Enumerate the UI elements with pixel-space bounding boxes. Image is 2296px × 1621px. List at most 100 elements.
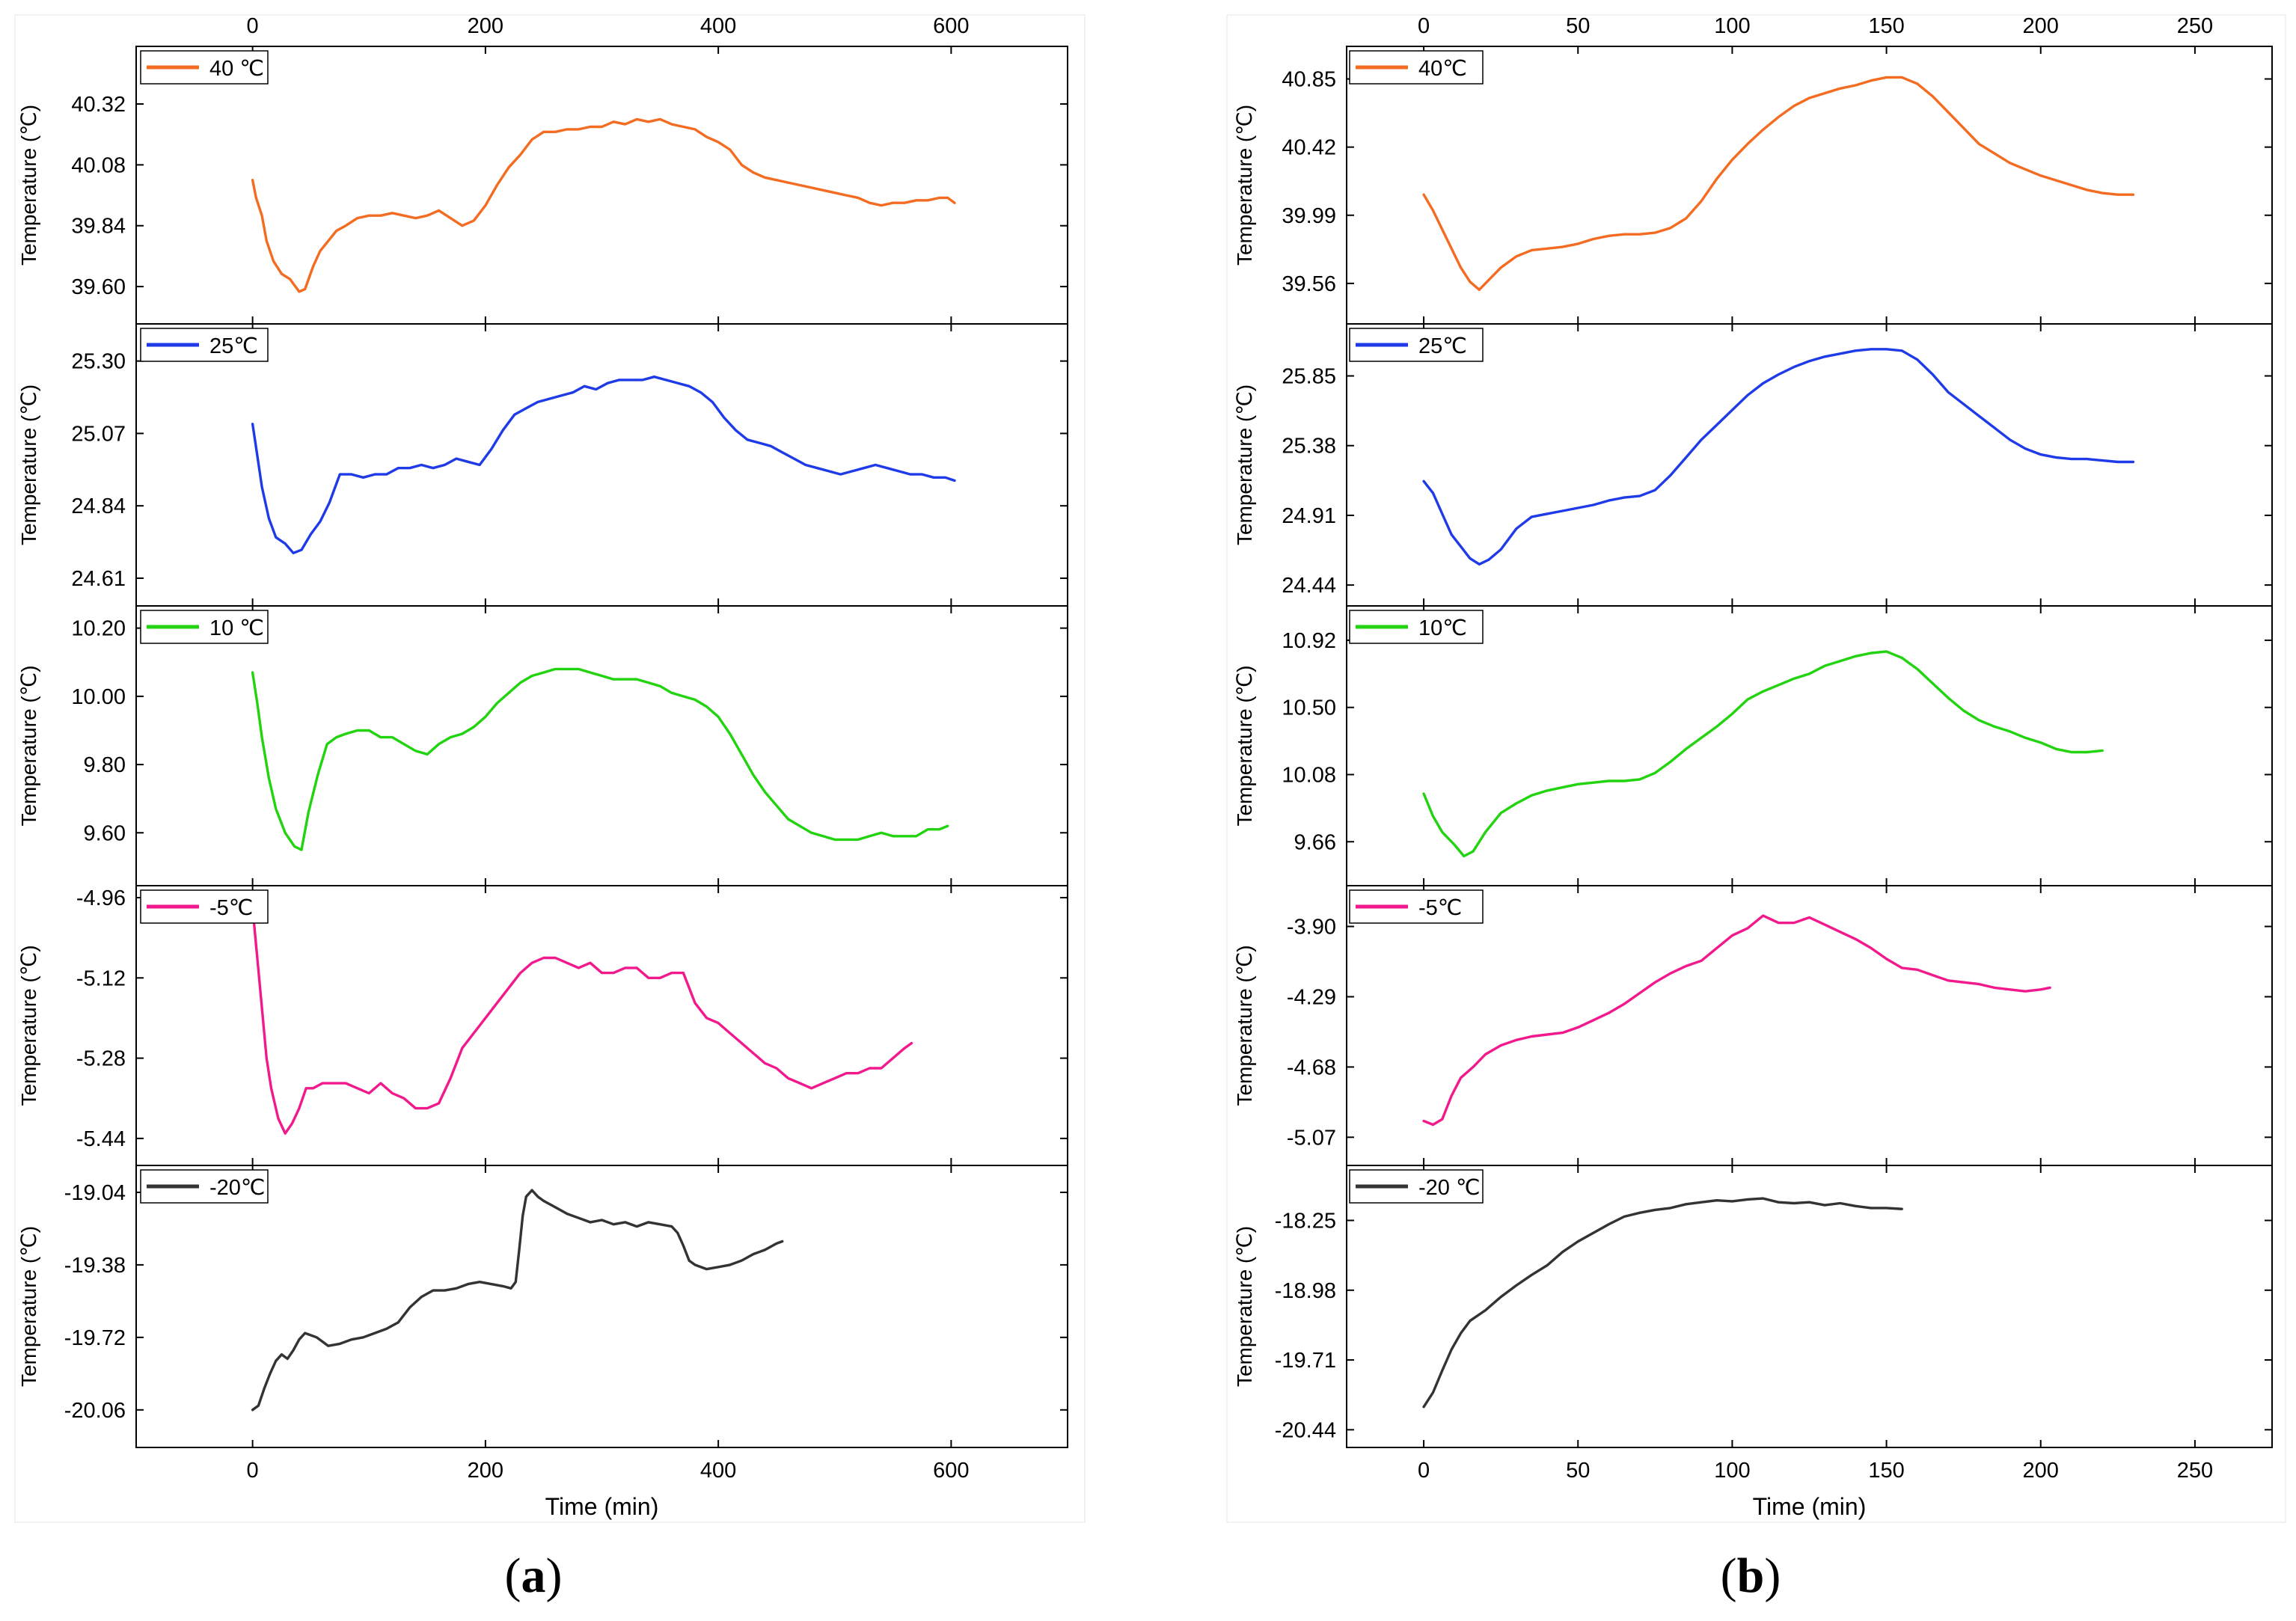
series-line	[1422, 914, 2051, 1127]
y-axis-label: Temperature (℃)	[17, 384, 40, 545]
caption-letter: b	[1737, 1548, 1765, 1603]
x-tick-label-top: 0	[247, 14, 259, 38]
x-tick-label: 200	[2023, 1459, 2059, 1483]
chart-b: 39.56 39.99 40.42 40.85 Temperature (℃) 40℃ 24…	[1233, 14, 2273, 1603]
y-axis-label: Temperature (℃)	[17, 665, 40, 826]
y-tick-label: -4.96	[76, 886, 126, 910]
series-line	[1422, 650, 2104, 858]
x-tick-label-top: 250	[2177, 14, 2213, 38]
y-axis-label: Temperature (℃)	[1233, 1226, 1256, 1387]
panel-frame	[135, 1165, 1068, 1448]
caption-paren-open: (	[505, 1548, 521, 1603]
y-tick-label: 9.80	[84, 753, 126, 777]
legend-label: -5℃	[1418, 896, 1462, 920]
x-tick-label: 0	[1418, 1459, 1430, 1483]
panel-3: -5.07 -4.68 -4.29 -3.90 Temperature (℃) -5℃	[1233, 885, 2273, 1166]
y-axis-label: Temperature (℃)	[1233, 384, 1256, 545]
y-tick-label: 24.61	[71, 567, 126, 591]
y-tick-label: -5.28	[76, 1047, 126, 1071]
y-tick-label: 40.32	[71, 93, 126, 117]
x-tick-label: 250	[2177, 1459, 2213, 1483]
y-tick-label: 40.42	[1282, 136, 1336, 160]
series-line	[251, 376, 956, 554]
panel-0: 39.56 39.99 40.42 40.85 Temperature (℃) 40℃	[1233, 46, 2273, 325]
series-line	[1422, 348, 2135, 566]
y-tick-label: -5.12	[76, 966, 126, 990]
legend-label: 10℃	[1418, 616, 1467, 640]
caption-paren-open: (	[1721, 1548, 1737, 1603]
y-tick-label: 24.44	[1282, 574, 1336, 598]
legend-label: -20℃	[209, 1176, 265, 1200]
x-tick-label-top: 50	[1566, 14, 1590, 38]
y-tick-label: 25.38	[1282, 435, 1336, 459]
x-tick-label-top: 200	[2023, 14, 2059, 38]
panel-2: 9.66 10.08 10.50 10.92 Temperature (℃) 10℃	[1233, 605, 2273, 886]
y-tick-label: 10.92	[1282, 629, 1336, 653]
legend-label: 10 ℃	[209, 616, 264, 640]
y-tick-label: -19.38	[64, 1254, 126, 1278]
x-tick-label: 400	[700, 1459, 736, 1483]
panel-4: -20.06 -19.72 -19.38 -19.04 Temperature (℃) -…	[17, 1165, 1068, 1448]
chart-a: 39.60 39.84 40.08 40.32 Temperature (℃) 40 ℃ 2…	[17, 14, 1068, 1603]
y-tick-label: -20.44	[1275, 1418, 1336, 1442]
x-axis-label: Time (min)	[1753, 1493, 1867, 1520]
y-axis-label: Temperature (℃)	[17, 945, 40, 1106]
x-tick-label-top: 200	[468, 14, 503, 38]
y-tick-label: 10.00	[71, 685, 126, 709]
legend-label: -20 ℃	[1418, 1176, 1481, 1200]
series-line	[1422, 76, 2135, 291]
y-tick-label: 10.20	[71, 617, 126, 641]
y-tick-label: -19.04	[64, 1181, 126, 1205]
figure-caption: (a)	[505, 1548, 563, 1603]
x-tick-label-top: 100	[1714, 14, 1750, 38]
y-tick-label: -4.29	[1287, 985, 1336, 1009]
x-tick-label: 50	[1566, 1459, 1590, 1483]
y-tick-label: 25.30	[71, 350, 126, 374]
y-tick-label: 10.08	[1282, 763, 1336, 787]
series-line	[251, 906, 913, 1135]
x-tick-label: 200	[468, 1459, 503, 1483]
y-axis-label: Temperature (℃)	[1233, 665, 1256, 826]
series-line	[251, 667, 949, 851]
y-tick-label: 9.60	[84, 821, 126, 845]
series-line	[251, 1189, 784, 1412]
x-tick-label-top: 600	[933, 14, 969, 38]
y-tick-label: -3.90	[1287, 916, 1336, 940]
y-axis-label: Temperature (℃)	[1233, 105, 1256, 266]
x-tick-label: 100	[1714, 1459, 1750, 1483]
y-tick-label: 39.84	[71, 215, 126, 239]
y-tick-label: -5.44	[76, 1127, 126, 1151]
y-tick-label: -18.98	[1275, 1279, 1336, 1303]
y-tick-label: -5.07	[1287, 1126, 1336, 1150]
y-tick-label: -4.68	[1287, 1055, 1336, 1079]
y-tick-label: -18.25	[1275, 1210, 1336, 1234]
x-axis-label: Time (min)	[545, 1493, 659, 1520]
x-tick-label: 600	[933, 1459, 969, 1483]
y-axis-label: Temperature (℃)	[17, 105, 40, 266]
y-tick-label: 40.08	[71, 153, 126, 177]
legend-label: 25℃	[209, 334, 258, 358]
y-tick-label: -19.72	[64, 1326, 126, 1350]
figure-caption: (b)	[1721, 1548, 1781, 1603]
panel-frame	[1346, 1165, 2273, 1448]
legend-label: 25℃	[1418, 334, 1467, 358]
caption-paren-close: )	[546, 1548, 563, 1603]
legend-label: -5℃	[209, 896, 253, 920]
y-tick-label: 24.91	[1282, 504, 1336, 528]
series-line	[251, 117, 956, 293]
x-tick-label-top: 0	[1418, 14, 1430, 38]
legend-label: 40 ℃	[209, 57, 264, 81]
series-line	[1422, 1197, 1903, 1409]
caption-letter: a	[521, 1548, 546, 1603]
panel-4: -20.44 -19.71 -18.98 -18.25 Temperature (℃) -…	[1233, 1165, 2273, 1448]
panel-1: 24.61 24.84 25.07 25.30 Temperature (℃) 25℃	[17, 323, 1068, 607]
x-tick-label-top: 400	[700, 14, 736, 38]
y-tick-label: 39.60	[71, 275, 126, 299]
x-tick-label-top: 150	[1868, 14, 1904, 38]
y-tick-label: -19.71	[1275, 1349, 1336, 1373]
panel-0: 39.60 39.84 40.08 40.32 Temperature (℃) 40 ℃	[17, 46, 1068, 325]
y-tick-label: 10.50	[1282, 696, 1336, 720]
y-tick-label: 40.85	[1282, 68, 1336, 92]
y-tick-label: 9.66	[1294, 830, 1336, 854]
